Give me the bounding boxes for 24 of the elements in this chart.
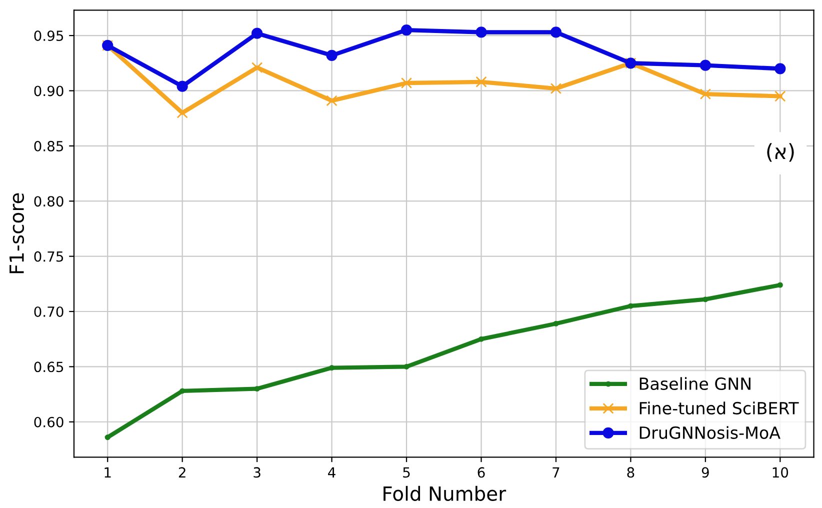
- x-tick-label: 5: [403, 467, 410, 478]
- legend-label: DruGNNosis-MoA: [640, 426, 780, 439]
- x-tick-label: 4: [328, 467, 336, 478]
- x-tick-label: 10: [772, 467, 788, 478]
- y-tick-label: 0.80: [34, 196, 64, 207]
- x-tick-label: 6: [478, 467, 485, 478]
- y-tick-label: 0.95: [34, 30, 64, 42]
- y-tick-label: 0.60: [34, 416, 64, 428]
- legend-label: Fine-tuned SciBERT: [640, 402, 799, 415]
- x-tick-label: 3: [254, 467, 260, 478]
- legend-label: Baseline GNN: [640, 377, 750, 390]
- y-axis-title: F1-score: [10, 193, 24, 274]
- x-tick-label: 9: [702, 467, 709, 478]
- x-tick-label: 8: [627, 467, 634, 478]
- x-axis-title: Fold Number: [384, 486, 506, 501]
- y-tick-label: 0.75: [34, 251, 64, 262]
- y-tick-label: 0.65: [34, 362, 64, 372]
- x-tick-label: 7: [552, 467, 560, 478]
- annotation: (א): [767, 143, 794, 162]
- y-tick-label: 0.70: [34, 306, 64, 317]
- y-tick-label: 0.85: [34, 140, 64, 152]
- x-tick-label: 2: [178, 467, 186, 478]
- x-tick-label: 1: [104, 467, 111, 478]
- y-tick-label: 0.90: [34, 86, 64, 96]
